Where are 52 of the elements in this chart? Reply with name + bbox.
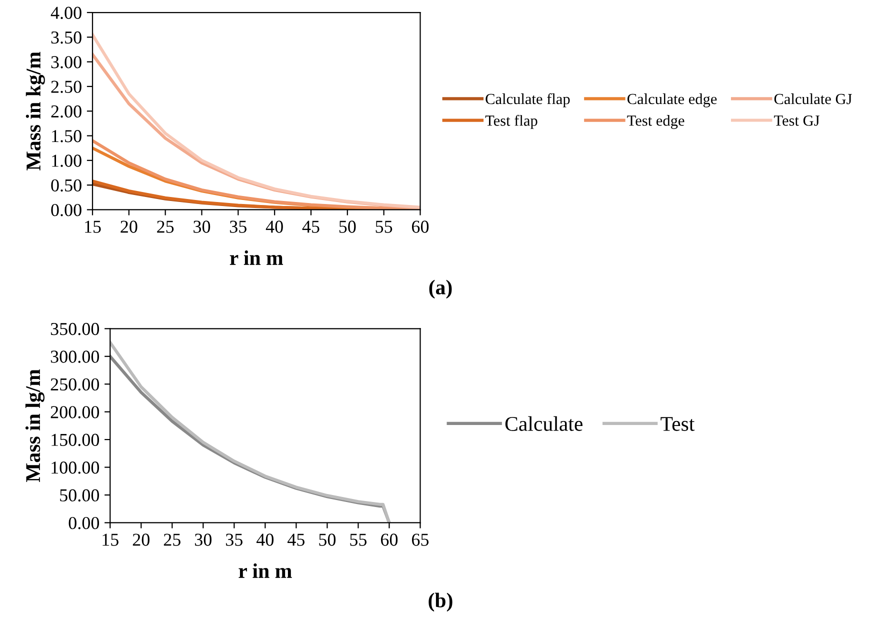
x-tick-label: 30 [194,534,212,546]
x-tick-label: 35 [230,220,246,233]
x-tick-label: 15 [102,534,118,546]
y-axis-title: Mass in lg/m [25,369,44,482]
y-tick-label: 3.50 [51,31,82,44]
x-tick-label: 60 [380,534,398,546]
y-tick-label: 100.00 [52,462,100,474]
x-axis-title: r in m [230,250,284,265]
x-tick-label: 20 [120,220,138,233]
x-tick-label: 50 [319,534,336,546]
legend-label: Test edge [627,115,684,129]
x-tick-label: 45 [288,534,305,546]
y-tick-label: 1.00 [52,154,82,167]
x-tick-label: 15 [85,220,101,233]
x-tick-label: 40 [266,220,283,233]
x-tick-label: 25 [157,220,174,233]
x-tick-label: 55 [350,534,367,546]
y-tick-label: 300.00 [50,350,100,363]
legend-label: Test GJ [774,116,820,126]
x-tick-label: 60 [412,220,429,233]
y-tick-label: 2.00 [51,105,82,118]
text: (a) [429,280,452,299]
y-tick-label: 0.50 [51,179,82,192]
y-axis-title: Mass in kg/m [26,52,45,170]
text: (b) [428,592,452,612]
legend-label: Test [660,417,695,431]
y-tick-label: 50.00 [60,489,100,502]
legend-label: Calculate GJ [774,93,852,104]
x-tick-label: 25 [164,534,180,546]
y-tick-label: 1.50 [52,130,82,142]
y-tick-label: 2.50 [51,80,82,93]
legend-label: Calculate flap [486,93,570,108]
y-tick-label: 250.00 [50,378,100,391]
x-tick-label: 20 [132,534,150,546]
y-tick-label: 0.00 [68,516,100,530]
x-axis-title: r in m [238,563,292,578]
y-tick-label: 350.00 [50,322,100,336]
y-tick-label: 3.00 [51,56,82,68]
x-tick-label: 35 [226,534,242,546]
legend-label: Calculate edge [627,93,717,108]
legend-label: Test flap [485,114,538,129]
x-tick-label: 55 [376,220,392,233]
x-tick-label: 40 [256,534,274,546]
y-tick-label: 200.00 [50,406,100,418]
x-tick-label: 65 [412,534,429,546]
y-tick-label: 150.00 [52,434,100,446]
y-tick-label: 4.00 [50,6,82,20]
x-tick-label: 45 [302,220,320,233]
y-tick-label: 0.00 [51,204,82,216]
x-tick-label: 50 [339,220,356,233]
legend-label: Calculate [505,416,582,431]
x-tick-label: 30 [194,220,210,233]
